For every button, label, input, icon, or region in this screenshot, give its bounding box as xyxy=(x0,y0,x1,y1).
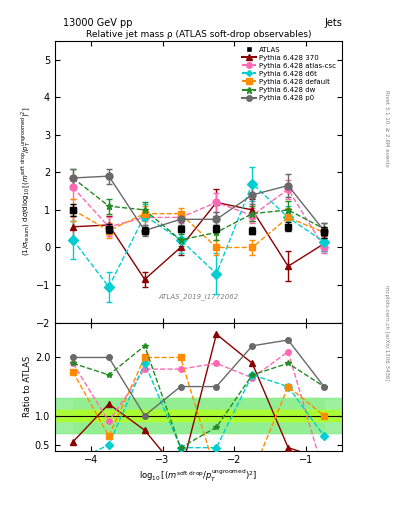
Bar xyxy=(252,398,324,433)
Text: Rivet 3.1.10, ≥ 2.6M events: Rivet 3.1.10, ≥ 2.6M events xyxy=(384,90,389,166)
Bar xyxy=(73,410,145,421)
Bar xyxy=(145,410,217,421)
Bar xyxy=(288,398,360,433)
Bar xyxy=(217,410,288,421)
Bar xyxy=(37,410,109,421)
X-axis label: $\log_{10}[(m^{\mathrm{soft\ drop}}/p_T^{\mathrm{ungroomed}})^2]$: $\log_{10}[(m^{\mathrm{soft\ drop}}/p_T^… xyxy=(140,468,257,484)
Text: 13000 GeV pp: 13000 GeV pp xyxy=(63,18,132,28)
Bar xyxy=(180,398,252,433)
Bar xyxy=(37,398,109,433)
Bar xyxy=(145,398,217,433)
Text: mcplots.cern.ch [arXiv:1306.3436]: mcplots.cern.ch [arXiv:1306.3436] xyxy=(384,285,389,380)
Bar xyxy=(217,398,288,433)
Y-axis label: Ratio to ATLAS: Ratio to ATLAS xyxy=(23,356,32,417)
Bar xyxy=(180,410,252,421)
Bar xyxy=(55,410,342,421)
Bar xyxy=(73,398,145,433)
Text: ATLAS_2019_I1772062: ATLAS_2019_I1772062 xyxy=(158,293,239,300)
Legend: ATLAS, Pythia 6.428 370, Pythia 6.428 atlas-csc, Pythia 6.428 d6t, Pythia 6.428 : ATLAS, Pythia 6.428 370, Pythia 6.428 at… xyxy=(240,45,338,103)
Y-axis label: $(1/\sigma_\mathrm{resum})\ \mathrm{d}\sigma/\mathrm{d}\log_{10}[(m^\mathrm{soft: $(1/\sigma_\mathrm{resum})\ \mathrm{d}\s… xyxy=(19,107,33,257)
Bar xyxy=(288,410,360,421)
Title: Relative jet mass ρ (ATLAS soft-drop observables): Relative jet mass ρ (ATLAS soft-drop obs… xyxy=(86,30,311,39)
Bar xyxy=(109,398,180,433)
Bar xyxy=(55,398,342,433)
Bar xyxy=(109,410,180,421)
Text: Jets: Jets xyxy=(324,18,342,28)
Bar xyxy=(252,410,324,421)
